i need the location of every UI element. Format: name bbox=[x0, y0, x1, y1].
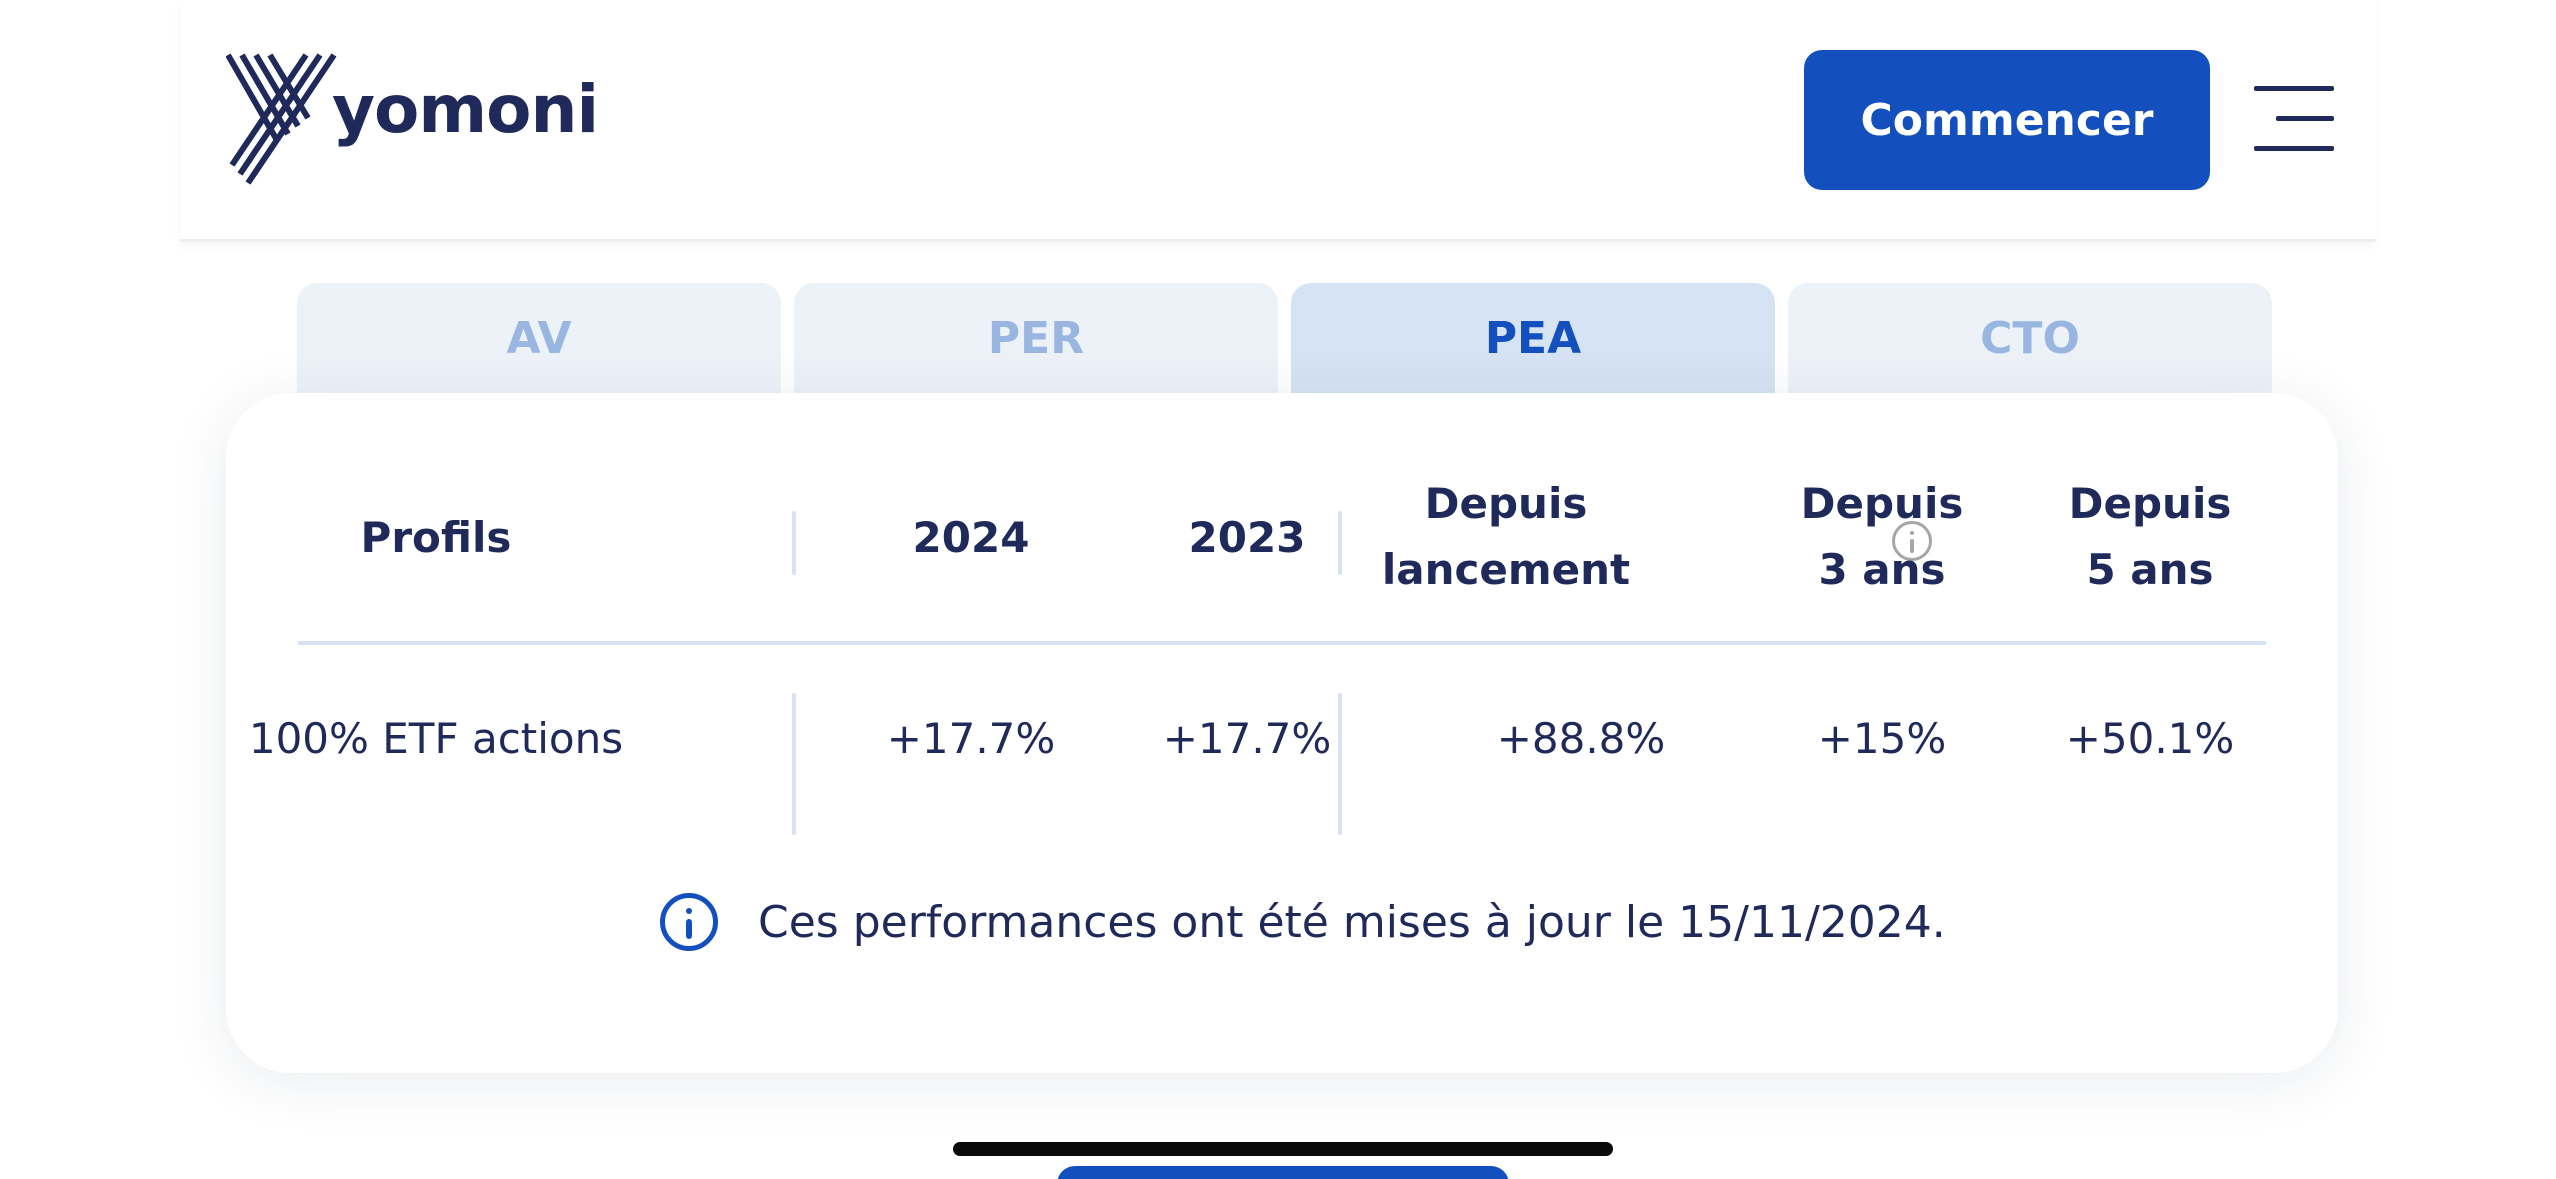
cell-profil: 100% ETF actions bbox=[248, 714, 624, 763]
partially-visible-button[interactable] bbox=[1057, 1166, 1509, 1179]
header-depuis-5-ans-line2: 5 ans bbox=[2086, 545, 2214, 594]
performance-card: Profils 2024 2023 Depuis lancement Depui… bbox=[226, 393, 2338, 1073]
info-icon bbox=[660, 893, 718, 951]
yomoni-logo[interactable]: yomoni bbox=[226, 52, 599, 186]
header-depuis-3-ans: Depuis 3 ans bbox=[1782, 471, 1982, 603]
update-note-text: Ces performances ont été mises à jour le… bbox=[758, 896, 1946, 948]
header-depuis-lancement: Depuis lancement bbox=[1376, 471, 1636, 603]
logo-text: yomoni bbox=[332, 71, 599, 148]
account-type-tabs: AV PER PEA CTO bbox=[297, 283, 2272, 393]
header-depuis-5-ans-line1: Depuis bbox=[2068, 479, 2232, 528]
tab-av[interactable]: AV bbox=[297, 283, 781, 393]
header-divider bbox=[298, 641, 2266, 645]
commencer-button[interactable]: Commencer bbox=[1804, 50, 2210, 190]
column-divider bbox=[792, 693, 796, 835]
column-divider bbox=[1338, 693, 1342, 835]
header-depuis-3-ans-line2: 3 ans bbox=[1818, 545, 1946, 594]
column-divider bbox=[1338, 511, 1342, 575]
header-depuis-3-ans-line1: Depuis bbox=[1800, 479, 1964, 528]
cell-depuis-3-ans: +15% bbox=[1817, 714, 1947, 763]
cell-2024: +17.7% bbox=[886, 714, 1056, 763]
tab-per[interactable]: PER bbox=[794, 283, 1278, 393]
info-icon[interactable] bbox=[1892, 521, 1932, 561]
home-indicator bbox=[953, 1142, 1613, 1156]
tab-pea[interactable]: PEA bbox=[1291, 283, 1775, 393]
header-profils: Profils bbox=[360, 513, 512, 562]
cell-depuis-5-ans: +50.1% bbox=[2065, 714, 2235, 763]
yomoni-y-icon bbox=[226, 53, 337, 185]
hamburger-icon[interactable] bbox=[2254, 86, 2334, 152]
update-note: Ces performances ont été mises à jour le… bbox=[660, 893, 1946, 951]
header-depuis-lancement-line2: lancement bbox=[1381, 545, 1631, 594]
header-2024: 2024 bbox=[912, 513, 1030, 562]
cell-2023: +17.7% bbox=[1162, 714, 1332, 763]
cell-depuis-lancement: +88.8% bbox=[1496, 714, 1666, 763]
site-header: yomoni Commencer bbox=[180, 0, 2376, 242]
tab-cto[interactable]: CTO bbox=[1788, 283, 2272, 393]
header-2023: 2023 bbox=[1188, 513, 1306, 562]
header-depuis-lancement-line1: Depuis bbox=[1424, 479, 1588, 528]
column-divider bbox=[792, 511, 796, 575]
header-depuis-5-ans: Depuis 5 ans bbox=[2050, 471, 2250, 603]
